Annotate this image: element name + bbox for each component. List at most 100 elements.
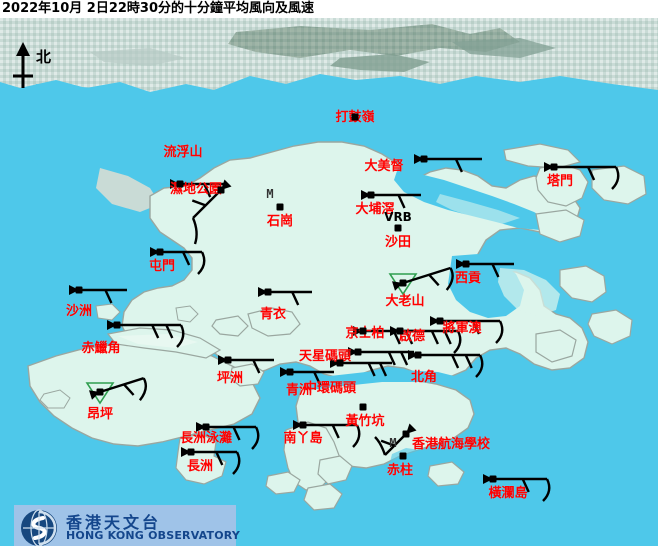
station-label[interactable]: 中環碼頭 [303,381,357,396]
station-dot[interactable] [550,163,558,171]
hko-logo-chinese: 香港天文台 [66,513,162,532]
station-label[interactable]: 黃竹坑 [345,414,385,429]
station-label[interactable]: 大美督 [364,159,404,174]
station-label[interactable]: 石崗 [266,214,294,229]
plover-cove-north [503,143,582,169]
station-dot[interactable] [113,321,121,329]
map-canvas[interactable]: 北 打鼓嶺流浮山濕地公園M石崗大美督塔門大埔滘VRB沙田屯門沙洲赤鱲角青衣大老山… [0,18,658,546]
sai-kung-island-2 [587,309,633,345]
po-toi-islet [427,461,465,487]
south-islet-1 [265,471,301,495]
peng-chau-island [229,363,265,387]
station-label[interactable]: 橫瀾島 [488,486,528,501]
station-label[interactable]: 赤柱 [386,463,414,478]
wind-barb [170,179,224,198]
variable-wind-marker: VRB [384,210,412,224]
station-label[interactable]: 大埔滘 [355,202,395,217]
station-dot[interactable] [351,113,359,121]
north-arrow: 北 [6,40,66,96]
wind-barb [483,474,551,502]
mainland-hill-patch [330,54,430,72]
mainland-hill-patch-2 [452,38,556,58]
station-dot[interactable] [75,286,83,294]
station-label[interactable]: 流浮山 [163,145,203,160]
station-label[interactable]: 長洲泳灘 [179,431,233,446]
station-dot[interactable] [394,224,402,232]
station-label[interactable]: 沙田 [384,235,412,250]
station-dot[interactable] [414,351,422,359]
wind-barb [361,190,421,209]
ne-island-group-2 [535,209,585,243]
station-dot[interactable] [217,186,225,194]
wind-barb [348,347,414,366]
station-label[interactable]: 青洲 [285,383,313,398]
station-label[interactable]: 長洲 [186,459,214,474]
station-label[interactable]: 香港航海學校 [411,437,491,452]
station-dot[interactable] [436,317,444,325]
station-label[interactable]: 赤鱲角 [81,341,121,356]
calm-wind-marker: M [389,436,397,450]
station-dot[interactable] [176,180,184,188]
mainland-hill-area [228,24,520,58]
mainland-urban-patch [90,48,186,66]
station-label[interactable]: 北角 [410,370,438,385]
station-label[interactable]: 屯門 [148,259,176,274]
station-dot[interactable] [276,203,284,211]
ma-wan-island [211,315,249,337]
station-dot[interactable] [264,288,272,296]
station-dot[interactable] [336,359,344,367]
station-label[interactable]: 南丫島 [283,431,323,446]
map-base-layer [0,18,658,546]
station-dot[interactable] [156,248,164,256]
station-dot[interactable] [202,423,210,431]
wind-barb [218,355,274,374]
station-label[interactable]: 大老山 [385,294,425,309]
station-dot[interactable] [402,430,410,438]
north-label: 北 [36,48,52,66]
wind-barb [390,326,462,354]
station-dot[interactable] [187,448,195,456]
wind-barb [330,358,392,377]
station-dot[interactable] [399,452,407,460]
station-dot[interactable] [354,348,362,356]
station-dot[interactable] [420,155,428,163]
station-dot[interactable] [359,327,367,335]
station-dot[interactable] [224,356,232,364]
station-label[interactable]: 青衣 [259,307,287,322]
station-dot[interactable] [399,279,407,287]
wind-barb [196,422,260,450]
station-dot[interactable] [396,327,404,335]
stanley-bay [390,448,424,472]
sha-chau-islet [95,303,121,321]
wind-barb [374,423,417,456]
station-dot[interactable] [367,191,375,199]
station-dot[interactable] [359,403,367,411]
station-dot[interactable] [286,368,294,376]
wind-barb [107,320,185,348]
wind-barb [456,259,514,278]
victoria-harbour [296,370,462,390]
station-dot[interactable] [489,475,497,483]
station-label[interactable]: 西貢 [454,271,482,286]
station-dot[interactable] [462,260,470,268]
wind-barb [293,420,361,448]
wind-barb [150,247,206,275]
wind-barb [280,367,334,386]
station-dot[interactable] [96,388,104,396]
north-arrow-icon [13,42,33,88]
tolo-islet-cluster [436,194,520,224]
cheung-chau-island [175,433,227,485]
wind-barb [408,350,484,378]
station-label[interactable]: 沙洲 [65,304,93,319]
station-label[interactable]: 將軍澳 [442,321,482,336]
station-dot[interactable] [299,421,307,429]
station-label[interactable]: 塔門 [546,174,574,189]
page-title: 2022年10月 2日22時30分的十分鐘平均風向及風速 [2,1,315,16]
station-label[interactable]: 昂坪 [86,407,114,422]
wind-barb [181,447,241,475]
sai-kung-island-1 [559,265,607,303]
station-label[interactable]: 啟德 [398,329,426,344]
station-label[interactable]: 坪洲 [216,371,244,386]
wind-barb [544,162,620,190]
